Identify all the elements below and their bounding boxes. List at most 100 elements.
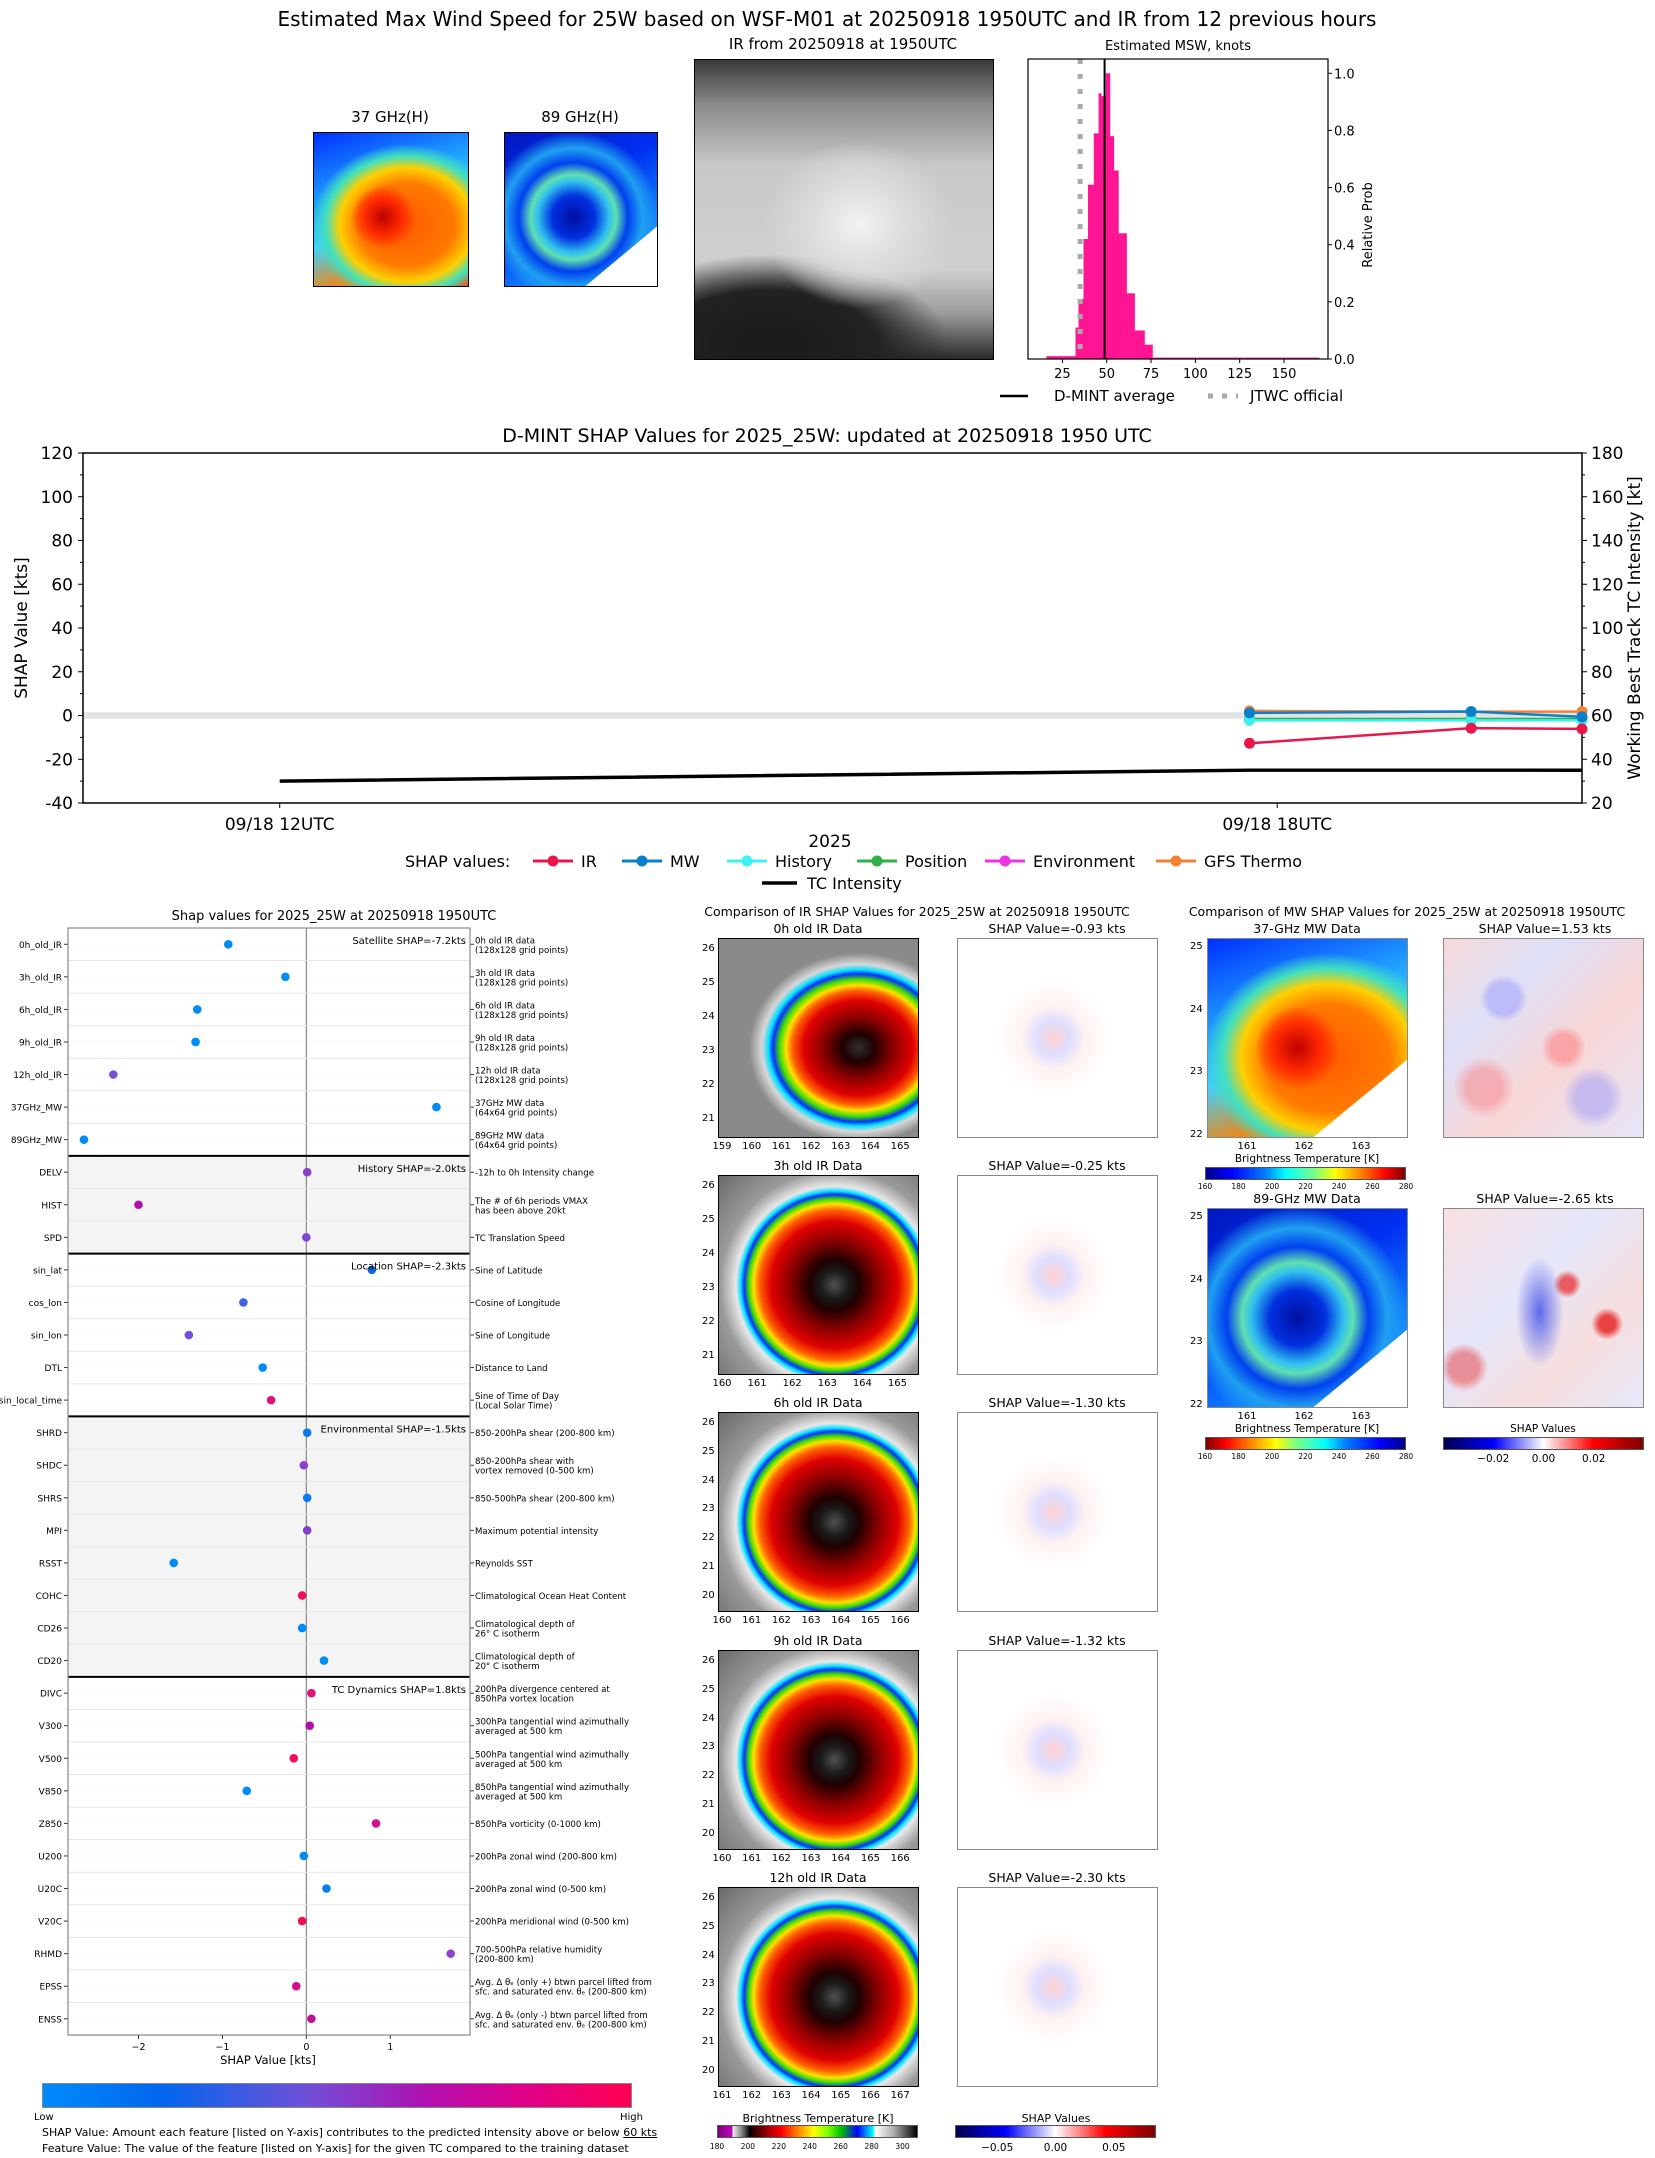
- feature-name: V850: [39, 1787, 63, 1797]
- y-tick-label: 23: [702, 1281, 715, 1293]
- ir-colorbar-tick: 260: [833, 2142, 848, 2151]
- feature-name: 6h_old_IR: [19, 1006, 62, 1016]
- x-tick-label: 163: [801, 1615, 821, 1626]
- x-tick-label: 160: [742, 1141, 762, 1152]
- y-tick-label: 21: [702, 2035, 715, 2047]
- y-tick-label: 26: [702, 1417, 715, 1428]
- series-point-ir: [1244, 737, 1256, 749]
- feature-name: 37GHz_MW: [11, 1104, 62, 1114]
- ir-shap-colorbar-label: SHAP Values: [1021, 2112, 1091, 2125]
- x-tick-label: 167: [890, 2090, 910, 2101]
- x-tick-label: 162: [1294, 1141, 1314, 1152]
- feature-description: 850hPa vorticity (0-1000 km): [475, 1820, 601, 1830]
- feature-name: cos_lon: [29, 1299, 62, 1309]
- feature-shap-chart: Shap values for 2025_25W at 20250918 195…: [0, 909, 652, 2065]
- y-tick-label: 24: [702, 1949, 715, 1961]
- y-tick-label: 22: [702, 1315, 715, 1327]
- y-tick-label: 22: [702, 1770, 715, 1782]
- x-tick-label: 160: [712, 1615, 732, 1626]
- histogram-bar: [1093, 133, 1099, 359]
- ir-image: [694, 59, 994, 360]
- feature-shap-point: [289, 1753, 299, 1763]
- y-tick-label: 24: [1190, 1273, 1203, 1285]
- x-tick-label: 163: [1351, 1141, 1371, 1152]
- y-right-tick-label: 80: [1591, 663, 1613, 683]
- y-tick-label: 25: [702, 1213, 715, 1225]
- feature-name: SHRD: [36, 1429, 62, 1439]
- ir-shap-image: [957, 1175, 1158, 1375]
- feature-shap-point: [297, 1916, 307, 1926]
- feature-name: HIST: [41, 1201, 62, 1211]
- x-tick-label: 164: [831, 1615, 851, 1626]
- section-shap-label: History SHAP=-2.0kts: [358, 1164, 466, 1175]
- histogram-bar: [1098, 93, 1102, 360]
- legend-jtwc-label: JTWC official: [1249, 387, 1343, 405]
- feature-shap-point: [371, 1819, 381, 1828]
- y-tick-label: 25: [702, 1445, 715, 1457]
- feature-name: MPI: [46, 1527, 62, 1537]
- ir-colorbar-tick: 180: [709, 2142, 725, 2151]
- feature-description: 89GHz MW data (64x64 grid points): [475, 1132, 557, 1152]
- y-tick-label: 0.0: [1334, 353, 1355, 368]
- feature-shap-point: [79, 1135, 89, 1144]
- ir-shap-image: [957, 1887, 1158, 2087]
- feature-shap-point: [302, 1167, 312, 1177]
- feature-description: 0h old IR data (128x128 grid points): [475, 936, 568, 956]
- histogram-bar: [1083, 239, 1089, 359]
- x-tick-label: 163: [831, 1141, 851, 1152]
- x-tick-label: 162: [1294, 1411, 1314, 1422]
- histogram-bar: [1046, 356, 1076, 359]
- y-tick-label: -40: [45, 794, 73, 814]
- ir-colorbar-tick: 280: [864, 2142, 879, 2151]
- feature-description: 200hPa meridional wind (0-500 km): [475, 1918, 629, 1928]
- feature-name: V20C: [38, 1918, 62, 1928]
- x-tick-label: 165: [860, 1853, 880, 1864]
- feature-description: Climatological Ocean Heat Content: [475, 1592, 627, 1602]
- x-tick-label: 160: [712, 1853, 732, 1864]
- feature-shap-point: [281, 972, 290, 982]
- mw-colorbar-tick: 160: [1197, 1452, 1213, 1461]
- legend-marker: [871, 855, 883, 867]
- feature-description: 200hPa zonal wind (0-500 km): [475, 1885, 606, 1895]
- feature-shap-point: [322, 1884, 331, 1893]
- ir-shap-title: SHAP Value=-1.32 kts: [988, 1633, 1126, 1648]
- feature-description: 6h old IR data (128x128 grid points): [475, 1001, 568, 1021]
- feature-description: 850hPa tangential wind azimuthally averag…: [475, 1783, 629, 1803]
- y-tick-label: 22: [702, 1532, 715, 1544]
- y-tick-label: 20: [51, 663, 73, 683]
- feature-shap-point: [191, 1037, 200, 1047]
- feature-name: 89GHz_MW: [11, 1136, 62, 1146]
- ir-data-image: [718, 1650, 919, 1850]
- y-tick-label: 24: [702, 1712, 715, 1724]
- x-tick-label: 09/18 18UTC: [1222, 815, 1332, 835]
- ir-data-title: 3h old IR Data: [773, 1158, 863, 1173]
- feature-description: Sine of Time of Day (Local Solar Time): [475, 1392, 559, 1412]
- mw-colorbar-tick: 180: [1231, 1182, 1246, 1191]
- y-tick-label: 26: [702, 1655, 715, 1666]
- feature-shap-point: [266, 1395, 276, 1405]
- mw-colorbar: [1205, 1167, 1406, 1180]
- feature-description: Avg. Δ θₑ (only +) btwn parcel lifted fr…: [475, 1978, 652, 1998]
- mw-swath: [1208, 1209, 1407, 1407]
- x-tick-label: 164: [831, 1853, 851, 1864]
- ir-colorbar-tick: 220: [771, 2142, 787, 2151]
- ir-shap-colorbar-tick: 0.00: [1043, 2142, 1068, 2154]
- feature-description: 300hPa tangential wind azimuthally averag…: [475, 1718, 629, 1738]
- histogram-bar: [1113, 170, 1119, 359]
- x-tick-label: 162: [742, 2090, 762, 2101]
- feature-name: SHDC: [36, 1462, 62, 1472]
- legend-title: SHAP values:: [405, 852, 510, 871]
- feature-shap-point: [242, 1786, 252, 1796]
- y-tick-label: 120: [41, 444, 73, 464]
- x-tick-label: 166: [860, 2090, 880, 2101]
- ir-colorbar-tick: 200: [740, 2142, 756, 2151]
- feature-name: sin_lat: [33, 1266, 62, 1276]
- feature-name: V300: [39, 1722, 63, 1732]
- mw37-image: [313, 132, 469, 287]
- ir-shap-colorbar-tick: −0.05: [981, 2142, 1014, 2154]
- y-tick-label: 25: [1190, 1211, 1203, 1222]
- x-tick-label: 162: [801, 1141, 821, 1152]
- feature-name: Z850: [39, 1820, 63, 1830]
- x-tick-label: 75: [1143, 367, 1160, 382]
- feature-name: SHRS: [38, 1494, 63, 1504]
